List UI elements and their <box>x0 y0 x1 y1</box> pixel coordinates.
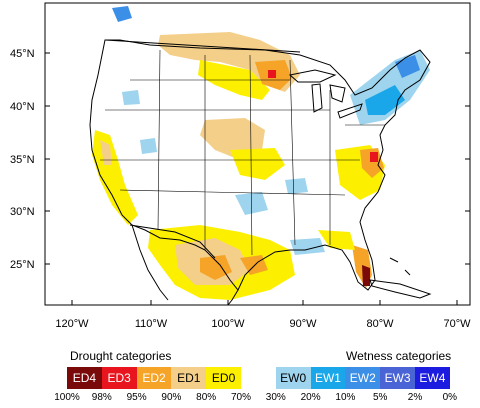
legend-box-ed4: ED4 <box>67 367 102 389</box>
percentile-label: 80% <box>196 392 217 403</box>
legend-box-normal <box>240 367 276 389</box>
legend-box-ew0: EW0 <box>275 367 311 389</box>
cuba-outline <box>369 279 432 299</box>
pacific-nw-wetness-patch <box>112 6 132 22</box>
florida-ed4-spot <box>362 265 370 286</box>
percentile-label: 0% <box>442 392 458 403</box>
percentile-label: 20% <box>300 392 321 403</box>
percentile-label: 98% <box>91 392 112 403</box>
state-lines <box>100 49 385 256</box>
california-ed1-patch <box>100 140 112 165</box>
georgia-ed0-patch <box>318 230 355 250</box>
drought-legend-title: Drought categories <box>70 349 172 363</box>
lat-ticks <box>45 52 470 265</box>
minnesota-ed3-spot <box>268 70 276 78</box>
lat-label-40: 40°N <box>10 101 35 113</box>
lat-label-45: 45°N <box>10 48 35 60</box>
percentile-label: 2% <box>407 392 423 403</box>
northeast-ew1-patch <box>365 85 405 115</box>
lon-label-120: 120°W <box>55 318 89 330</box>
legend-box-ew4: EW4 <box>414 367 450 389</box>
percentile-label: 30% <box>265 392 286 403</box>
lon-label-80: 80°W <box>366 318 394 330</box>
legend-box-ew3: EW3 <box>380 367 415 389</box>
texas-ed2-patch <box>200 255 232 280</box>
great-basin-wetness-patch <box>140 138 157 154</box>
lat-label-25: 25°N <box>10 259 35 271</box>
lat-label-35: 35°N <box>10 154 35 166</box>
lake-erie <box>337 103 363 119</box>
percentile-label: 100% <box>54 392 80 403</box>
lake-superior <box>288 69 337 83</box>
lower-ms-wetness-patch <box>285 178 308 194</box>
boundaries <box>89 39 432 306</box>
percentile-label: 10% <box>335 392 356 403</box>
legend-box-ed1: ED1 <box>171 367 207 389</box>
percentile-labels: 100% 98% 95% 90% 80% 70% 30% 20% 10% 5% 2% 0% <box>0 392 480 406</box>
legend-box-ed2: ED2 <box>136 367 172 389</box>
lake-michigan <box>311 83 323 113</box>
legend-box-ew2: EW2 <box>345 367 381 389</box>
lon-ticks <box>71 300 458 305</box>
mexico-border-line <box>129 224 216 259</box>
baja-outline <box>131 224 169 301</box>
gulf-wetness-patch <box>290 238 325 255</box>
legend-box-ed3: ED3 <box>101 367 137 389</box>
percentile-label: 5% <box>372 392 388 403</box>
lon-label-100: 100°W <box>211 318 245 330</box>
lon-label-70: 70°W <box>443 318 471 330</box>
percentile-label: 70% <box>230 392 252 403</box>
latitude-labels: 45°N 40°N 35°N 30°N 25°N <box>10 48 35 271</box>
category-legend: ED4 ED3 ED2 ED1 ED0 EW0 EW1 EW2 EW3 EW4 <box>67 367 450 389</box>
arizona-wetness-patch <box>122 90 140 105</box>
chesapeake-ed3-spot <box>370 152 378 162</box>
lon-label-90: 90°W <box>289 318 317 330</box>
canada-border-line <box>104 39 301 53</box>
conus-outline <box>89 39 431 291</box>
anomaly-patches <box>92 6 430 300</box>
lon-label-110: 110°W <box>135 318 168 330</box>
percentile-label: 95% <box>126 392 147 403</box>
drought-wetness-map: 45°N 40°N 35°N 30°N 25°N 120°W 110°W 100… <box>10 2 471 330</box>
percentile-label: 90% <box>161 392 182 403</box>
bahamas-outline <box>389 257 411 276</box>
mexico-gulf-coast <box>227 289 239 306</box>
lake-huron <box>329 84 346 103</box>
wetness-legend-title: Wetness categories <box>346 349 452 363</box>
lat-label-30: 30°N <box>10 206 35 218</box>
kansas-ed0-patch <box>230 148 285 180</box>
longitude-labels: 120°W 110°W 100°W 90°W 80°W 70°W <box>55 318 471 330</box>
legend-box-ew1: EW1 <box>310 367 346 389</box>
legend-box-ed0: ED0 <box>206 367 241 389</box>
